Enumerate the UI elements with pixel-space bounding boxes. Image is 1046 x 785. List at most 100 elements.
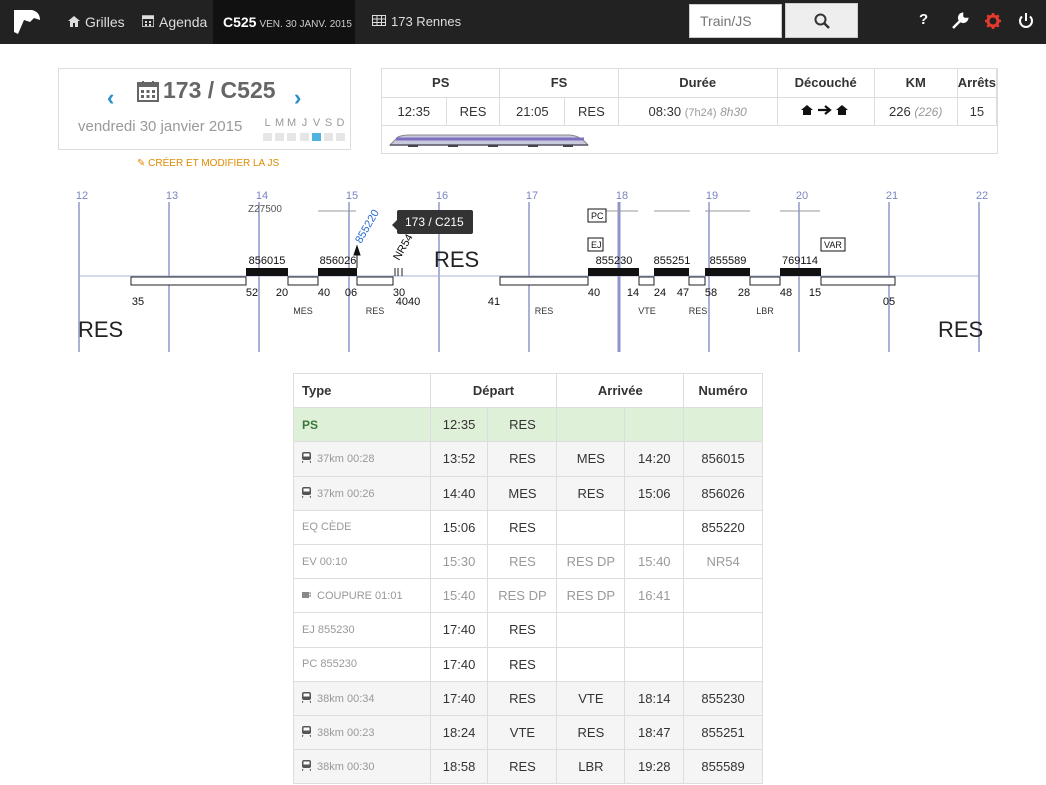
minute-label: 41 (488, 296, 500, 308)
row-number (683, 612, 763, 648)
table-row[interactable]: PS 12:35 RES (293, 407, 763, 443)
tag-box (587, 237, 604, 252)
res-right-label: RES (938, 317, 983, 342)
row-type: 37km 00:26 (317, 487, 375, 500)
table-row[interactable]: EQ CÈDE 15:06 RES 855220 (293, 509, 763, 545)
timeline-train-block[interactable] (588, 268, 639, 276)
row-dep-place: RES (487, 509, 558, 545)
timeline-train-block[interactable] (705, 268, 750, 276)
minute-label: 06 (345, 287, 357, 299)
summary-header-duree: Durée (618, 69, 778, 98)
prev-day-chevron-icon[interactable]: ‹ (107, 85, 115, 110)
row-type-cell: 38km 00:30 (293, 749, 431, 785)
hour-label: 18 (616, 190, 628, 202)
row-dep-place: RES (487, 407, 558, 443)
row-dep-place: RES (487, 441, 558, 477)
hour-label: 19 (706, 190, 718, 202)
power-icon[interactable] (1017, 12, 1035, 30)
train-number-label: 856015 (249, 255, 286, 267)
table-row[interactable]: 38km 00:34 17:40 RES VTE 18:14 855230 (293, 680, 763, 716)
duty-date: vendredi 30 janvier 2015 (78, 118, 243, 135)
pencil-icon: ✎ (137, 158, 146, 169)
timeline-train-block[interactable] (246, 268, 288, 276)
nav-current-duty[interactable]: C525 VEN. 30 JANV. 2015 (213, 0, 355, 44)
fs-time: 21:05 (499, 97, 566, 126)
nav-rennes[interactable]: 173 Rennes (372, 0, 461, 44)
create-js-link[interactable]: ✎ Créer et modifier la JS (137, 158, 279, 169)
place-label: RES (689, 306, 708, 316)
place-label: RES (535, 306, 554, 316)
km-value: 226 (889, 103, 911, 119)
table-row[interactable]: COUPURE 01:01 15:40 RES DP RES DP 16:41 (293, 578, 763, 614)
km-cell: 226 (226) (874, 97, 958, 126)
row-type: 38km 00:30 (317, 761, 375, 774)
row-arr-place (556, 612, 626, 648)
summary-header-ps: PS (382, 69, 501, 98)
timeline-idle-block (749, 276, 781, 286)
row-dep-place: VTE (487, 714, 558, 751)
calendar-icon (137, 81, 159, 102)
minute-label: 24 (654, 287, 666, 299)
table-row[interactable]: PC 855230 17:40 RES (293, 646, 763, 682)
timeline-idle-block (499, 276, 589, 286)
timeline-train-block[interactable] (780, 268, 821, 276)
current-duty-code: C525 (223, 14, 257, 30)
minute-label: 28 (738, 287, 750, 299)
table-row[interactable]: 38km 00:30 18:58 RES LBR 19:28 855589 (293, 749, 763, 785)
row-type-cell: 38km 00:34 (293, 680, 431, 716)
gear-icon[interactable] (984, 12, 1002, 30)
arrets-value: 15 (957, 97, 998, 126)
minute-label: 35 (132, 296, 144, 308)
place-label: RES (366, 306, 385, 316)
day-letter: S (324, 117, 333, 129)
row-number: 856015 (683, 441, 763, 477)
home-icon (68, 16, 80, 27)
day-letter: L (264, 117, 271, 129)
timeline-train-block[interactable] (654, 268, 689, 276)
table-row[interactable]: 38km 00:23 18:24 VTE RES 18:47 855251 (293, 714, 763, 751)
row-number (683, 407, 763, 443)
minute-label: 4040 (396, 296, 420, 308)
eagle-logo-icon[interactable] (12, 8, 42, 36)
next-day-chevron-icon[interactable]: › (294, 85, 302, 110)
row-arr-place: LBR (556, 749, 626, 785)
current-duty-date: VEN. 30 JANV. 2015 (259, 19, 352, 30)
row-arr-place (556, 509, 626, 545)
row-dep-time: 18:24 (429, 714, 489, 751)
duty-summary: PS FS Durée Découché KM Arrêts 12:35 RES… (381, 68, 998, 154)
hour-label: 12 (76, 190, 88, 202)
nav-agenda[interactable]: Agenda (142, 0, 207, 44)
minute-label: 47 (677, 287, 689, 299)
row-type: 37km 00:28 (317, 453, 375, 466)
hour-label: 15 (346, 190, 358, 202)
calendar-icon (142, 15, 154, 27)
fs-place: RES (564, 97, 619, 126)
table-row[interactable]: EJ 855230 17:40 RES (293, 612, 763, 648)
timeline-train-block[interactable] (318, 268, 357, 276)
help-button[interactable]: ? (919, 11, 937, 29)
row-arr-time: 15:40 (624, 543, 685, 580)
row-dep-place: MES (487, 475, 558, 511)
row-type: EJ 855230 (293, 612, 431, 648)
day-box (336, 133, 345, 141)
table-row[interactable]: 37km 00:28 13:52 RES MES 14:20 856015 (293, 441, 763, 477)
row-arr-place (556, 407, 626, 443)
row-dep-place: RES DP (487, 578, 558, 614)
blue-train-label[interactable]: 855220 (353, 208, 382, 246)
table-row[interactable]: EV 00:10 15:30 RES RES DP 15:40 NR54 (293, 543, 763, 580)
row-arr-time: 18:14 (624, 680, 685, 716)
search-button[interactable] (785, 3, 858, 38)
train-number-label: 769114 (782, 255, 818, 267)
row-arr-place: MES (556, 441, 626, 477)
tag-box (587, 208, 607, 223)
nav-grilles[interactable]: Grilles (68, 0, 125, 44)
create-js-label: Créer et modifier la JS (148, 158, 280, 169)
row-type: PC 855230 (293, 646, 431, 682)
summary-header-km: KM (874, 69, 958, 98)
table-row[interactable]: 37km 00:26 14:40 MES RES 15:06 856026 (293, 475, 763, 511)
row-arr-time (624, 612, 685, 648)
wrench-icon[interactable] (951, 12, 969, 30)
place-label: LBR (756, 306, 774, 316)
search-input[interactable] (689, 4, 782, 38)
minute-label: 52 (246, 287, 258, 299)
